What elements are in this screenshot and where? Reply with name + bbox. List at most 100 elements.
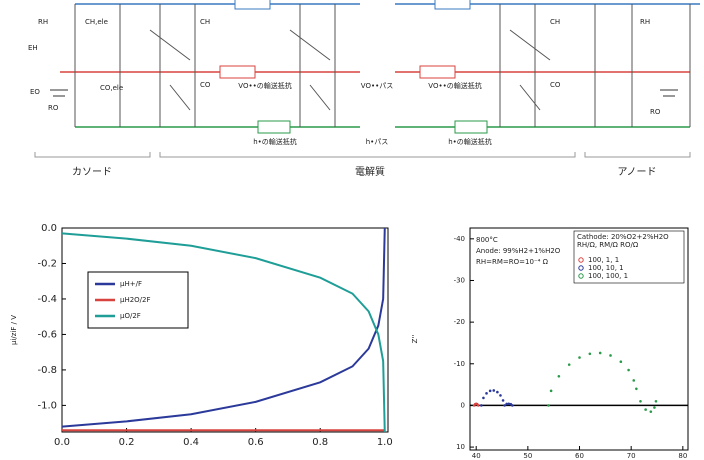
component-label: CH (550, 18, 560, 26)
legend-marker (578, 265, 584, 271)
data-point (649, 410, 653, 413)
plot-frame (469, 227, 689, 451)
resistor-label: h•の輸送抵抗 (448, 137, 492, 146)
y-tick-label: 10 (456, 443, 465, 451)
resistor (219, 65, 256, 79)
component-label: EH (28, 44, 38, 52)
data-point (644, 408, 647, 411)
x-tick-label: 0.2 (119, 437, 135, 448)
data-point (609, 354, 612, 357)
data-point (503, 404, 506, 407)
data-point (549, 389, 553, 393)
annotation: 800°C (476, 236, 498, 244)
data-point (653, 406, 656, 409)
x-tick-label: 40 (472, 452, 481, 460)
component-label: CO,ele (100, 84, 123, 92)
legend-frame (87, 271, 189, 329)
data-point (654, 399, 658, 403)
legend-title: RH/Ω, RM/Ω RO/Ω (577, 241, 639, 249)
legend-label: 100, 10, 1 (588, 264, 624, 272)
line-series (61, 227, 386, 428)
component-label: RH (640, 18, 650, 26)
legend-title: Cathode: 20%O2+2%H2O (577, 233, 669, 241)
component-label: RO (650, 108, 661, 116)
charts: 0.0 0.2 0.4 0.6 0.8 1.0 0.0 -0.2 -0.4 -0.6 -0.8 -1.… (10, 223, 689, 460)
region-label: アノード (617, 167, 656, 178)
data-point (482, 396, 485, 400)
x-tick-label: 70 (627, 452, 636, 460)
y-axis-label: μi/ziF / V (10, 315, 18, 345)
x-tick-label: 0.0 (54, 437, 70, 448)
data-point (501, 399, 505, 402)
plot-frame (61, 227, 389, 433)
resistor-label: h•の輸送抵抗 (253, 137, 297, 146)
data-point (627, 368, 630, 372)
legend-frame (573, 230, 685, 284)
y-tick-label: -40 (454, 235, 465, 243)
data-point (485, 392, 488, 395)
annotation: Anode: 99%H2+1%H2O (476, 247, 561, 255)
line-series (61, 232, 386, 433)
component-label: CH,ele (85, 18, 108, 26)
legend-label: μH2O/2F (120, 296, 151, 304)
data-point (632, 379, 636, 382)
resistor-label: VO••の輸送抵抗 (238, 81, 291, 90)
path-label: h•パス (366, 138, 389, 146)
data-point (557, 374, 561, 378)
region-label: カソード (72, 166, 112, 178)
data-point (588, 352, 592, 356)
y-tick-label: 0 (461, 401, 465, 409)
data-point (507, 402, 511, 406)
y-tick-label: -10 (454, 360, 465, 368)
legend-label: 100, 100, 1 (588, 272, 628, 280)
legend-label: μH+/F (120, 280, 142, 288)
x-tick-label: 0.6 (248, 437, 264, 448)
data-point (619, 360, 623, 363)
component-label: CO (200, 81, 211, 89)
resistor (234, 0, 271, 10)
annotation: RH=RM=RO=10⁻⁴ Ω (476, 258, 549, 266)
component-label: RO (48, 104, 59, 112)
component-label: CO (550, 81, 561, 89)
circuit-diagram: カソード 電解質 アノード VO••パス h•パス VO••の輸送抵抗 VO••… (28, 0, 700, 178)
x-tick-label: 0.4 (183, 437, 199, 448)
y-tick-label: -0.4 (37, 294, 57, 305)
legend-label: 100, 1, 1 (588, 256, 619, 264)
y-tick-label: -1.0 (37, 400, 57, 411)
data-point (496, 390, 499, 394)
data-point (511, 404, 514, 407)
legend-marker (578, 273, 584, 279)
y-axis-label: Z'' (411, 335, 419, 344)
battery (50, 89, 678, 97)
data-point (635, 387, 638, 391)
x-tick-label: 0.8 (312, 437, 328, 448)
x-tick-label: 60 (575, 452, 584, 460)
data-point (598, 351, 602, 355)
region-brackets (34, 152, 691, 158)
data-point (488, 389, 492, 393)
data-point (476, 404, 480, 407)
y-tick-label: -0.2 (37, 258, 57, 269)
component-label: EO (30, 88, 40, 96)
y-tick-label: 0.0 (41, 223, 57, 234)
resistor (419, 65, 456, 79)
data-point (499, 394, 502, 397)
data-point (480, 404, 483, 407)
resistor (434, 0, 471, 10)
data-point (639, 399, 642, 403)
circuit-wires (74, 4, 691, 127)
data-point (505, 402, 508, 406)
data-point (578, 356, 581, 359)
y-tick-label: -20 (454, 318, 465, 326)
y-tick-label: -0.8 (37, 365, 57, 376)
legend-marker (578, 257, 584, 263)
path-label: VO••パス (361, 82, 393, 90)
x-tick-label: 1.0 (377, 437, 393, 448)
data-point (492, 389, 496, 392)
data-point (567, 363, 571, 366)
y-tick-label: -0.6 (37, 329, 57, 340)
resistor-label: VO••の輸送抵抗 (428, 81, 481, 90)
x-tick-label: 50 (523, 452, 532, 460)
data-point (547, 404, 550, 407)
